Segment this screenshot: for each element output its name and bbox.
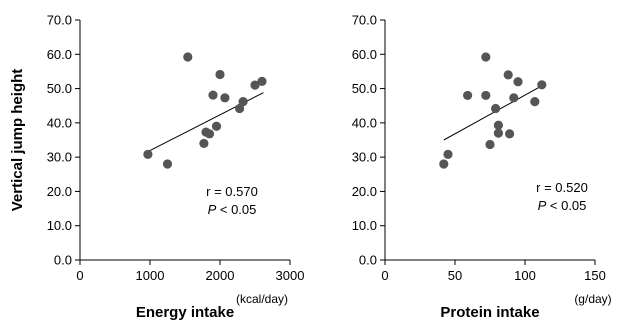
chart-2-x-tick-label: 150 [584,268,606,283]
chart-2-trend-line [443,85,543,141]
chart-1-x-tick-label: 0 [76,268,83,283]
chart-2-x-tick-label: 50 [448,268,462,283]
chart-1-p-value-label: P < 0.05 [208,202,257,217]
chart-2-data-point [481,90,491,101]
chart-1-correlation-label: r = 0.570 [206,184,258,199]
chart-2-data-point [481,52,491,62]
chart-1-data-point [211,121,222,131]
chart-1-y-axis-title: Vertical jump height [9,69,26,212]
chart-1-data-point [208,90,218,100]
chart-2-data-point [443,149,453,159]
chart-2-data-point [505,129,515,139]
chart-1-x-tick-label: 1000 [136,268,165,283]
chart-2-y-tick-label: 30.0 [352,150,377,165]
chart-2-x-tick-label: 0 [381,268,388,283]
chart-2-x-axis-title: Protein intake [440,304,539,320]
chart-1-data-point [250,80,260,90]
chart-1-y-tick-label: 0.0 [54,253,72,268]
chart-2-y-tick-label: 50.0 [352,81,377,96]
chart-2-data-point [463,90,473,101]
chart-1-data-point [199,138,209,149]
chart-1-x-axis-title: Energy intake [136,304,234,320]
chart-1-data-point [162,159,173,169]
chart-1-data-point [215,69,225,80]
chart-2-data-point [513,77,523,87]
chart-1-y-tick-label: 10.0 [47,218,72,233]
chart-2-data-point [493,120,503,130]
chart-2-y-tick-label: 70.0 [352,13,377,28]
chart-2-p-value-label: P < 0.05 [538,198,587,213]
chart-1-data-point [183,52,193,62]
chart-1-x-axis-unit: (kcal/day) [236,292,288,306]
chart-2-x-tick-label: 100 [514,268,536,283]
chart-2-y-tick-label: 40.0 [352,115,377,130]
chart-1-y-tick-label: 60.0 [47,47,72,62]
chart-1-data-point [238,97,248,107]
chart-2-data-point [439,159,449,169]
chart-2-correlation-label: r = 0.520 [536,180,588,195]
chart-1-data-point [235,103,245,114]
chart-2-data-point [493,128,503,138]
chart-1-data-point [204,129,215,139]
chart-1-data-point [257,76,267,86]
chart-2-data-point [537,80,547,90]
chart-2-y-tick-label: 10.0 [352,218,377,233]
chart-1-data-point [143,149,153,159]
chart-1-y-tick-label: 50.0 [47,81,72,96]
chart-1-x-tick-label: 3000 [276,268,305,283]
chart-2-data-point [509,93,519,103]
chart-2-y-tick-label: 20.0 [352,184,377,199]
chart-2-y-tick-label: 0.0 [359,253,377,268]
chart-2-data-point [491,103,501,114]
chart-2-data-point [503,70,513,80]
chart-1-y-tick-label: 30.0 [47,150,72,165]
chart-1-data-point [220,93,230,103]
chart-1-y-tick-label: 20.0 [47,184,72,199]
chart-2-x-axis-unit: (g/day) [574,292,611,306]
chart-1-x-tick-label: 2000 [206,268,235,283]
chart-2-y-tick-label: 60.0 [352,47,377,62]
chart-2-data-point [530,97,540,107]
chart-1-y-tick-label: 40.0 [47,115,72,130]
chart-2-data-point [485,139,495,150]
chart-1-y-tick-label: 70.0 [47,13,72,28]
